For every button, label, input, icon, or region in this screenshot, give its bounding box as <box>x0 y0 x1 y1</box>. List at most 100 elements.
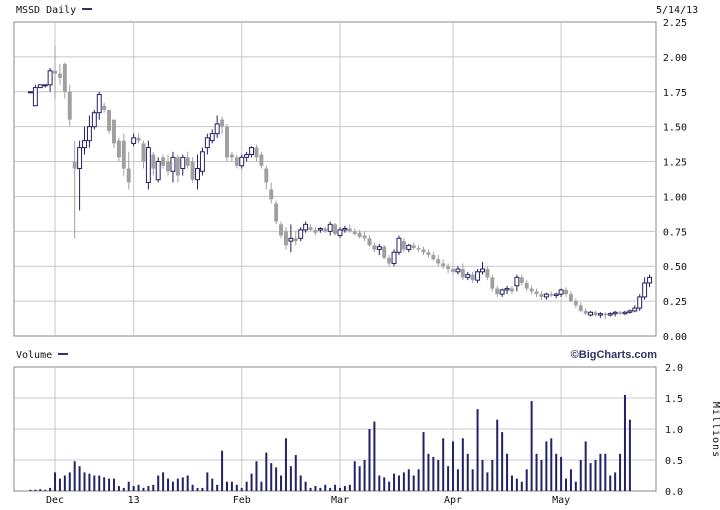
candle-body <box>475 271 481 281</box>
volume-bar <box>461 438 464 491</box>
volume-bar <box>456 469 459 491</box>
candle-body <box>199 151 205 172</box>
candle-body <box>391 251 397 264</box>
price-y-tick-label: 1.25 <box>663 158 687 169</box>
candle-body <box>534 291 539 295</box>
x-tick-label: Dec <box>46 495 64 506</box>
candle-body <box>298 229 304 239</box>
candle-body <box>209 133 215 142</box>
x-tick-label: May <box>552 495 570 506</box>
candle-body <box>347 228 352 232</box>
volume-bar <box>284 438 287 491</box>
candle-body <box>308 227 313 230</box>
candle-body <box>323 228 328 232</box>
candle-body <box>131 137 137 144</box>
volume-bar <box>186 475 189 491</box>
volume-bar <box>510 475 513 491</box>
volume-bar <box>162 472 165 491</box>
volume-bar <box>289 466 292 491</box>
volume-bar <box>58 478 61 491</box>
candle-body <box>229 154 234 158</box>
candle-body <box>136 137 141 141</box>
volume-bar <box>319 487 322 491</box>
candle-body <box>470 274 475 281</box>
volume-bar <box>555 453 558 491</box>
candle-body <box>96 94 102 114</box>
volume-bar <box>407 469 410 491</box>
volume-bar <box>604 453 607 491</box>
candle-body <box>102 105 107 110</box>
volume-bar <box>260 481 263 491</box>
candle-body <box>42 84 48 87</box>
volume-bar <box>63 475 66 491</box>
candle-body <box>283 231 288 246</box>
volume-bar <box>171 481 174 491</box>
candle-body <box>607 313 613 316</box>
volume-bar <box>147 486 150 491</box>
price-chart-title: MSSD Daily <box>16 5 76 16</box>
candle-body <box>161 157 166 166</box>
candle-body <box>460 269 465 278</box>
candle-body <box>514 276 520 287</box>
candle-body <box>401 241 406 250</box>
candle-body <box>77 147 83 170</box>
candle-body <box>588 311 594 316</box>
volume-bar <box>221 450 224 491</box>
candle-body <box>564 289 568 295</box>
volume-bar <box>437 460 440 491</box>
candle-body <box>274 203 279 222</box>
volume-bar <box>157 475 160 491</box>
volume-bar <box>235 484 238 491</box>
volume-bar <box>225 481 228 491</box>
candle-body <box>558 289 564 295</box>
candle-body <box>578 305 583 311</box>
volume-bar <box>34 489 37 491</box>
volume-bar <box>550 438 553 491</box>
price-y-tick-label: 0.25 <box>663 297 687 308</box>
volume-bar <box>481 460 484 491</box>
bigcharts-brand: ©BigCharts.com <box>571 349 658 361</box>
candle-body <box>603 313 608 316</box>
candle-body <box>155 161 161 181</box>
volume-bar <box>589 463 592 491</box>
volume-bar <box>245 481 248 491</box>
volume-bar <box>565 478 568 491</box>
volume-y-tick-label: 2.0 <box>665 363 683 374</box>
volume-bar <box>363 460 366 491</box>
volume-bar <box>54 472 57 491</box>
candle-body <box>180 156 186 170</box>
candle-body <box>618 312 623 314</box>
volume-bar <box>108 478 111 491</box>
volume-bar <box>515 478 518 491</box>
candle-body <box>333 224 338 235</box>
candle-body <box>416 248 421 250</box>
volume-bar <box>373 421 376 491</box>
candle-body <box>396 237 402 253</box>
volume-bar <box>103 477 106 491</box>
candle-body <box>175 157 180 176</box>
volume-bar <box>201 487 204 491</box>
candle-body <box>362 235 367 239</box>
volume-bar <box>525 469 528 491</box>
volume-bar <box>619 453 622 491</box>
candle-body <box>220 119 225 127</box>
candle-body <box>632 307 638 312</box>
volume-bar <box>270 463 273 491</box>
price-grid <box>14 22 656 336</box>
x-tick-label: Apr <box>444 495 462 506</box>
candle-body <box>411 245 416 249</box>
volume-bar <box>491 460 494 491</box>
candle-body <box>254 147 259 158</box>
candle-body <box>293 238 298 242</box>
x-tick-label: Mar <box>331 495 349 506</box>
volume-bar <box>280 475 283 491</box>
volume-y-tick-label: 0.5 <box>665 456 683 467</box>
candle-body <box>91 112 97 128</box>
volume-bar <box>117 486 120 491</box>
volume-bar <box>339 487 341 491</box>
volume-bar <box>432 456 435 491</box>
candle-body <box>269 189 274 200</box>
candle-body <box>441 263 446 267</box>
volume-bar <box>368 429 371 491</box>
